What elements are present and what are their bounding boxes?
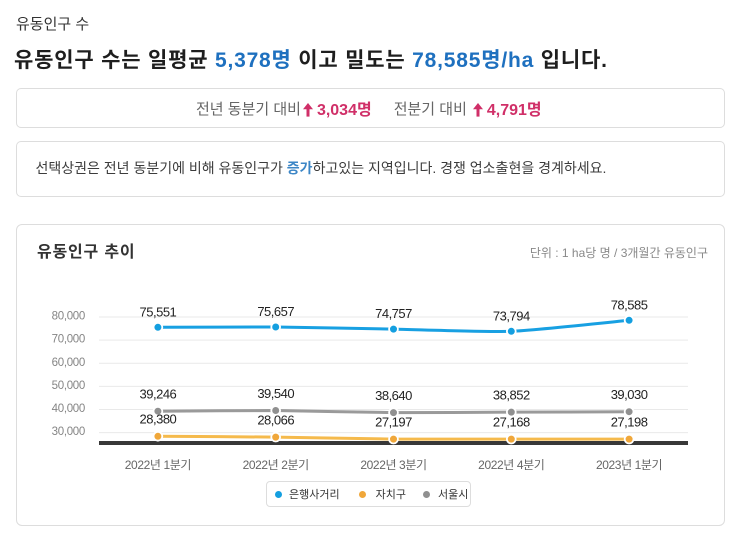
svg-text:2022년 2분기: 2022년 2분기 <box>243 456 309 473</box>
svg-text:27,197: 27,197 <box>375 414 412 429</box>
svg-text:28,380: 28,380 <box>140 412 177 427</box>
svg-text:27,168: 27,168 <box>493 414 530 429</box>
svg-text:50,000: 50,000 <box>52 380 85 392</box>
svg-text:38,640: 38,640 <box>375 388 412 403</box>
svg-text:74,757: 74,757 <box>375 306 412 321</box>
svg-text:70,000: 70,000 <box>52 334 85 346</box>
svg-text:73,794: 73,794 <box>493 308 530 323</box>
svg-text:80,000: 80,000 <box>52 311 85 323</box>
svg-text:2023년 1분기: 2023년 1분기 <box>596 456 662 473</box>
svg-text:30,000: 30,000 <box>52 426 85 438</box>
svg-text:2022년 3분기: 2022년 3분기 <box>360 456 426 473</box>
svg-text:39,246: 39,246 <box>140 387 177 402</box>
svg-text:40,000: 40,000 <box>52 403 85 415</box>
svg-text:60,000: 60,000 <box>52 357 85 369</box>
svg-text:28,066: 28,066 <box>257 412 294 427</box>
svg-text:2022년 1분기: 2022년 1분기 <box>125 456 191 473</box>
svg-text:75,551: 75,551 <box>140 304 177 319</box>
svg-text:75,657: 75,657 <box>257 304 294 319</box>
svg-text:39,030: 39,030 <box>611 387 648 402</box>
svg-text:78,585: 78,585 <box>611 297 648 312</box>
svg-text:2022년 4분기: 2022년 4분기 <box>478 456 544 473</box>
svg-text:38,852: 38,852 <box>493 387 530 402</box>
svg-text:39,540: 39,540 <box>257 386 294 401</box>
svg-text:27,198: 27,198 <box>611 414 648 429</box>
